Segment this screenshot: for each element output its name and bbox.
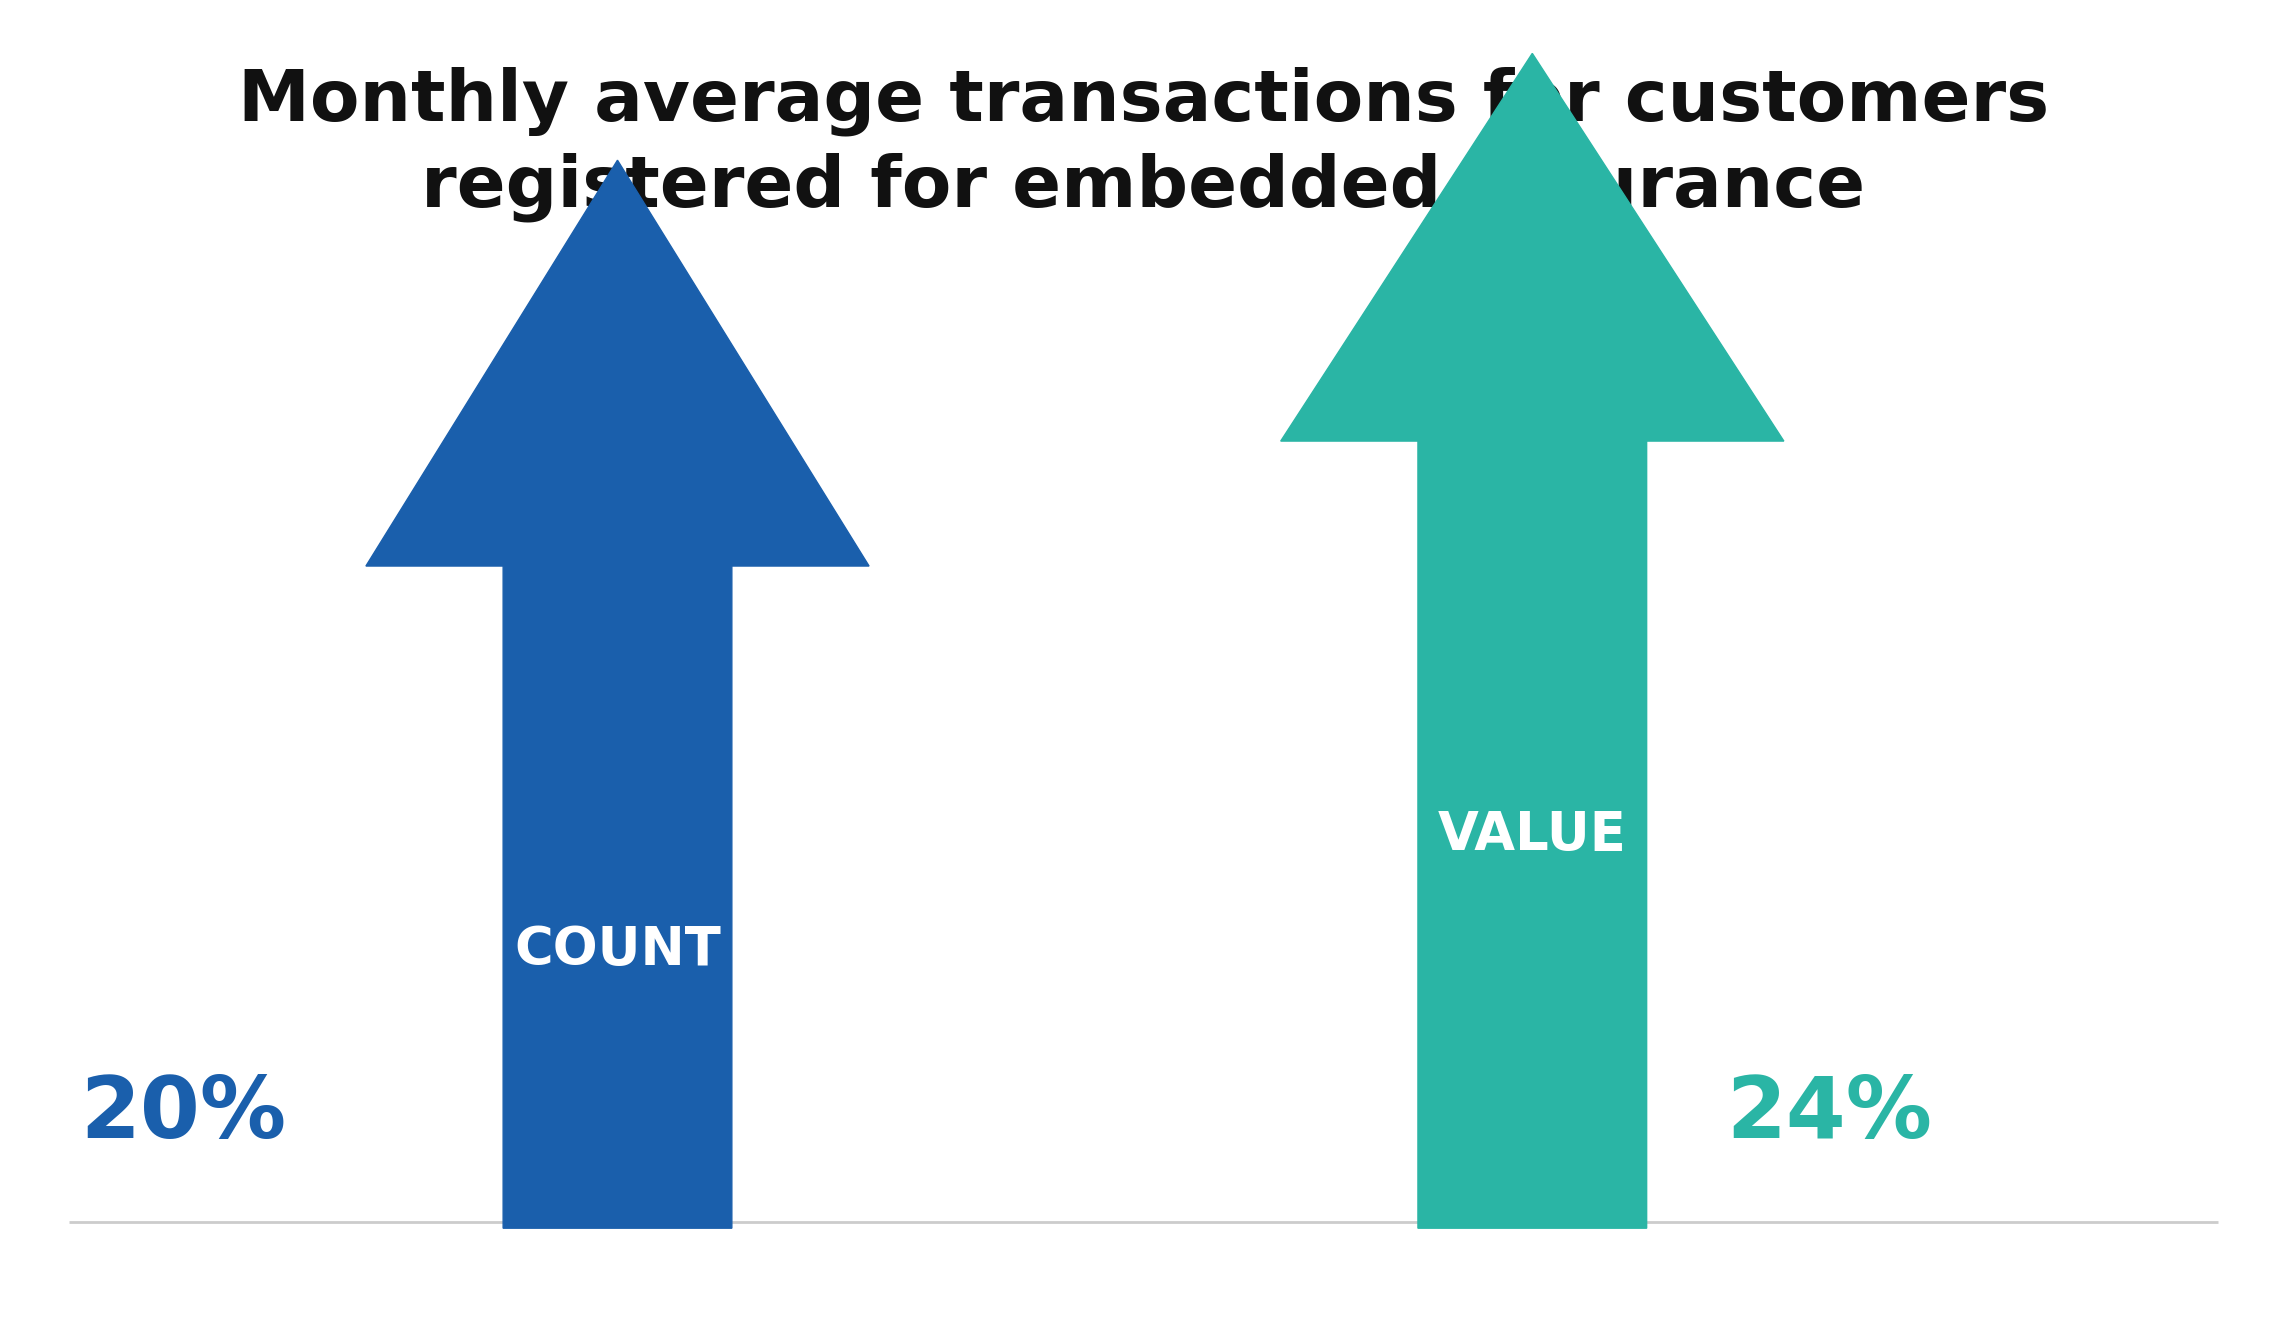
Text: Monthly average transactions for customers
registered for embedded insurance: Monthly average transactions for custome… (238, 67, 2049, 222)
Text: 24%: 24% (1727, 1073, 1933, 1156)
Text: VALUE: VALUE (1439, 809, 1626, 861)
Polygon shape (1281, 53, 1784, 1228)
Text: COUNT: COUNT (515, 924, 720, 976)
Polygon shape (366, 160, 869, 1228)
Text: 20%: 20% (80, 1073, 286, 1156)
